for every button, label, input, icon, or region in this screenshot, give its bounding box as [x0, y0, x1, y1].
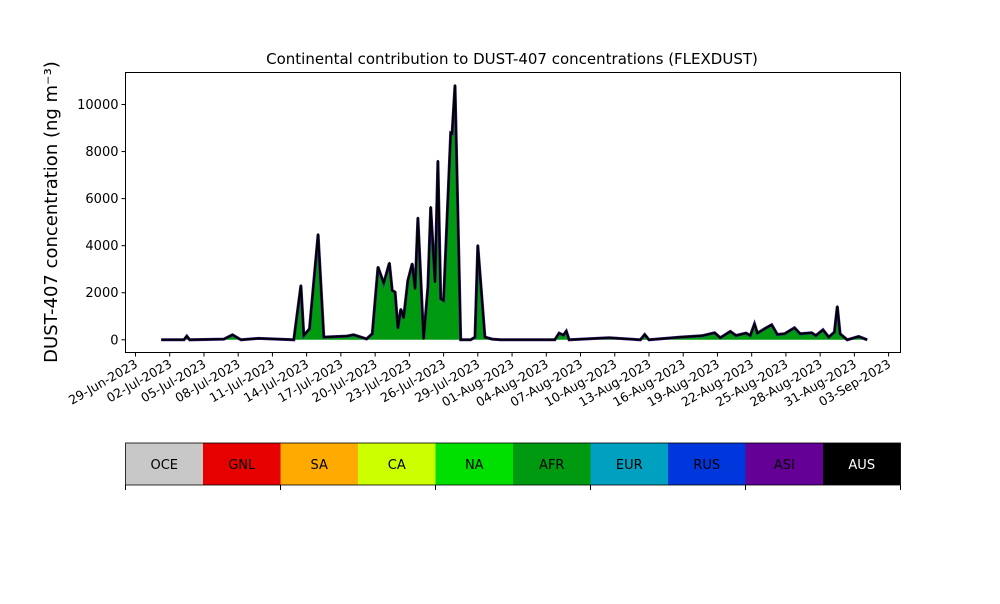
legend-label-eur: EUR [616, 458, 643, 473]
legend-label-aus: AUS [848, 458, 875, 473]
legend-label-na: NA [465, 458, 484, 473]
legend-swatch-aus [823, 443, 901, 485]
legend-swatch-asi [745, 443, 823, 485]
legend-swatch-ca [358, 443, 436, 485]
legend-label-oce: OCE [150, 458, 178, 473]
legend-label-asi: ASI [774, 458, 795, 473]
legend-label-rus: RUS [693, 458, 720, 473]
legend-label-ca: CA [388, 458, 406, 473]
legend-label-gnl: GNL [228, 458, 256, 473]
plot-area [161, 84, 868, 342]
y-tick-label: 4000 [85, 239, 118, 254]
y-tick-label: 6000 [85, 192, 118, 207]
y-axis: 0 2000 4000 6000 8000 10000 [77, 98, 126, 348]
total-outline-halo [161, 85, 868, 342]
total-outline [161, 84, 868, 341]
legend-swatch-eur [590, 443, 668, 485]
legend-label-sa: SA [311, 458, 328, 473]
chart-title: Continental contribution to DUST-407 con… [266, 50, 758, 68]
plot-frame [125, 72, 901, 353]
legend-frame [125, 442, 901, 486]
y-tick-label: 2000 [85, 286, 118, 301]
legend-swatch-sa [280, 443, 358, 485]
y-tick-label: 8000 [85, 145, 118, 160]
legend-swatch-afr [513, 443, 591, 485]
y-tick-label: 0 [110, 333, 118, 348]
legend-swatch-gnl [203, 443, 281, 485]
legend-label-afr: AFR [539, 458, 564, 473]
legend-swatch-oce [125, 443, 203, 485]
y-tick-label: 10000 [77, 98, 118, 113]
legend-swatch-rus [668, 443, 746, 485]
area-afr [161, 85, 868, 340]
y-axis-label: DUST-407 concentration (ng m⁻³) [41, 61, 62, 363]
legend-swatch-na [435, 443, 513, 485]
colorbar-legend: OCE GNL SA CA NA AFR EUR RUS ASI AUS [125, 442, 901, 490]
x-axis: 29-Jun-202302-Jul-202305-Jul-202308-Jul-… [66, 352, 893, 410]
